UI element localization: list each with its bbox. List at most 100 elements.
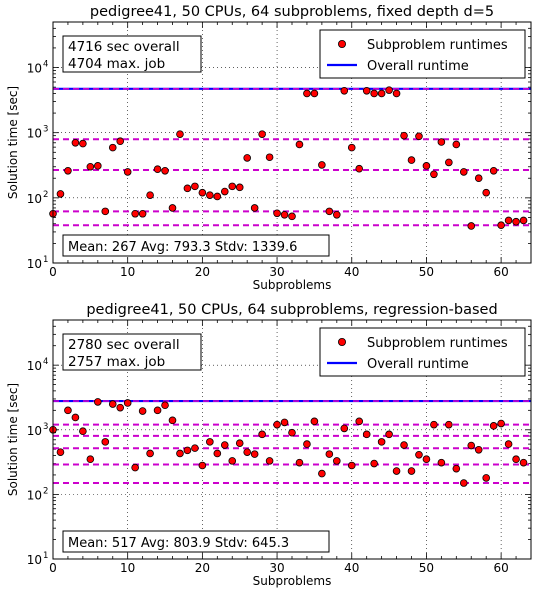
chart-panel-2: pedigree41, 50 CPUs, 64 subproblems, reg… bbox=[6, 302, 532, 588]
data-point bbox=[243, 448, 251, 456]
y-tick-label: 10 bbox=[27, 62, 42, 76]
data-point bbox=[482, 474, 490, 482]
data-point bbox=[437, 138, 446, 146]
data-point bbox=[310, 417, 319, 426]
data-point bbox=[64, 167, 72, 175]
x-tick-label: 60 bbox=[493, 265, 508, 279]
data-point bbox=[467, 441, 476, 450]
data-point bbox=[176, 130, 184, 138]
info-box-line: 4704 max. job bbox=[68, 56, 165, 72]
x-tick-label: 60 bbox=[493, 561, 508, 575]
x-tick-label: 20 bbox=[195, 561, 210, 575]
data-point bbox=[474, 174, 483, 183]
plot-frame bbox=[52, 319, 532, 560]
y-tick-label: 10 bbox=[27, 488, 42, 502]
data-point bbox=[258, 130, 266, 138]
data-point bbox=[228, 457, 237, 465]
data-point bbox=[362, 86, 371, 95]
legend-label: Overall runtime bbox=[367, 59, 469, 74]
data-point bbox=[489, 422, 498, 430]
y-tick-exponent: 3 bbox=[43, 125, 48, 135]
y-tick-label: 10 bbox=[27, 257, 42, 271]
data-point bbox=[198, 461, 207, 470]
data-point bbox=[168, 416, 177, 425]
y-tick-label: 10 bbox=[27, 553, 42, 567]
data-point bbox=[64, 406, 72, 415]
data-point bbox=[385, 86, 393, 94]
x-tick-label: 0 bbox=[49, 561, 57, 575]
data-point bbox=[392, 89, 401, 98]
data-point bbox=[355, 417, 364, 426]
data-point bbox=[415, 132, 423, 141]
legend-label: Overall runtime bbox=[367, 357, 469, 372]
data-point bbox=[467, 222, 476, 230]
data-point bbox=[318, 161, 326, 169]
data-point bbox=[116, 403, 125, 412]
data-point bbox=[377, 89, 386, 98]
data-point bbox=[295, 140, 304, 149]
data-point bbox=[459, 479, 468, 487]
data-point bbox=[101, 438, 110, 446]
data-point bbox=[489, 167, 498, 175]
data-point bbox=[235, 439, 244, 447]
x-tick-label: 50 bbox=[419, 265, 434, 279]
data-point bbox=[355, 164, 364, 173]
x-tick-label: 20 bbox=[195, 265, 210, 279]
data-point bbox=[474, 445, 483, 454]
data-point bbox=[265, 457, 274, 465]
reference-lines bbox=[53, 138, 531, 227]
data-point bbox=[445, 420, 453, 429]
data-point bbox=[79, 427, 87, 436]
data-point bbox=[243, 154, 251, 162]
data-point bbox=[213, 192, 222, 201]
info-box-line: 2780 sec overall bbox=[68, 337, 180, 353]
data-point bbox=[407, 467, 416, 475]
data-point bbox=[385, 430, 393, 439]
data-point bbox=[108, 400, 117, 408]
data-point bbox=[168, 204, 177, 212]
data-point bbox=[273, 420, 281, 429]
data-point bbox=[333, 210, 341, 219]
plot-frame bbox=[52, 21, 532, 264]
data-point bbox=[333, 457, 341, 465]
data-point bbox=[452, 140, 461, 149]
data-point bbox=[430, 170, 438, 179]
data-point bbox=[459, 168, 468, 176]
data-point bbox=[273, 209, 281, 218]
x-axis-label: Subproblems bbox=[253, 574, 332, 588]
data-point bbox=[86, 455, 95, 464]
data-point bbox=[497, 221, 505, 230]
info-box-line: 4716 sec overall bbox=[68, 39, 180, 55]
data-point bbox=[183, 446, 192, 455]
x-tick-label: 40 bbox=[344, 265, 359, 279]
data-point bbox=[146, 191, 154, 199]
y-tick-label: 10 bbox=[27, 127, 42, 141]
data-point bbox=[198, 188, 207, 197]
stats-box-frame bbox=[62, 530, 330, 553]
data-point bbox=[422, 455, 431, 464]
data-point bbox=[504, 440, 513, 448]
data-point bbox=[512, 217, 520, 226]
data-point bbox=[86, 162, 95, 171]
data-point bbox=[347, 461, 356, 470]
data-point bbox=[176, 449, 184, 458]
y-tick-exponent: 4 bbox=[43, 357, 48, 367]
y-tick-exponent: 2 bbox=[43, 486, 48, 496]
legend-marker-subproblem bbox=[337, 337, 346, 346]
data-point bbox=[213, 449, 222, 458]
legend: Subproblem runtimes Overall runtime bbox=[319, 29, 526, 79]
info-box-line: 2757 max. job bbox=[68, 354, 165, 370]
legend-label: Subproblem runtimes bbox=[367, 38, 508, 53]
data-point bbox=[250, 204, 259, 212]
data-point bbox=[392, 467, 401, 475]
data-point bbox=[131, 209, 139, 218]
y-tick-exponent: 1 bbox=[43, 551, 48, 561]
x-tick-label: 10 bbox=[120, 265, 135, 279]
data-point bbox=[235, 183, 244, 192]
data-point bbox=[108, 143, 117, 152]
data-point bbox=[318, 469, 326, 478]
data-point bbox=[303, 440, 311, 448]
data-point bbox=[519, 458, 528, 467]
